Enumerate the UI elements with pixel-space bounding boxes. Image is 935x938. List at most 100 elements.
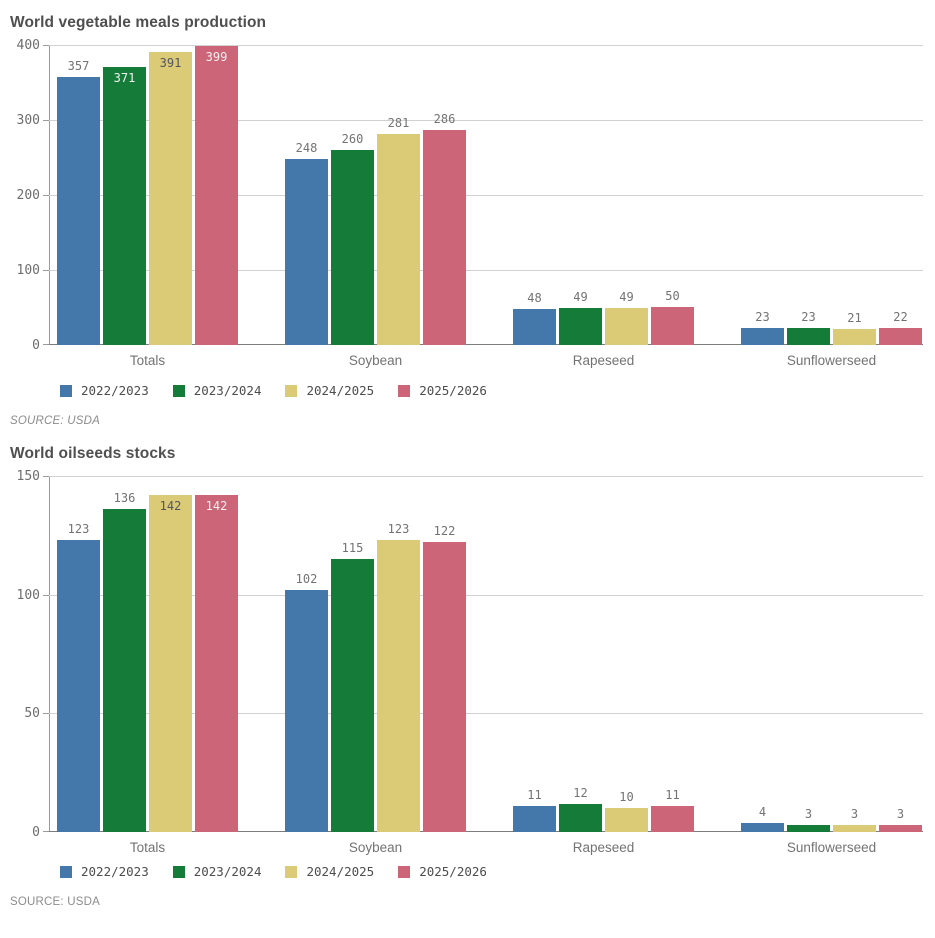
legend-swatch-icon [285, 865, 298, 878]
bar-value-label: 286 [433, 112, 456, 126]
bar-rapeseed-2025-2026[interactable] [651, 806, 694, 832]
bar-value-label: 115 [341, 541, 364, 555]
bar-value-label: 48 [527, 291, 542, 305]
legend-item-2022-2023[interactable]: 2022/2023 [60, 864, 149, 879]
bar-rapeseed-2022-2023[interactable] [513, 309, 556, 345]
bar-value-label: 11 [665, 788, 680, 802]
bar-rapeseed-2024-2025[interactable] [605, 808, 648, 832]
y-tick-label: 150 [16, 469, 40, 484]
category-label-soybean: Soybean [348, 353, 403, 368]
bar-value-label: 102 [295, 572, 318, 586]
bar-sunflowerseed-2025-2026[interactable] [879, 328, 922, 345]
bar-value-label: 10 [619, 790, 634, 804]
chart-title: World vegetable meals production [10, 14, 267, 31]
bar-value-label: 123 [387, 522, 410, 536]
chart-oilseeds-stocks: World oilseeds stocks 0 50 100 150 123 102 11 4… [0, 445, 935, 909]
y-tick-mark [43, 344, 49, 345]
legend: 2022/2023 2023/2024 2024/2025 2025/2026 [0, 383, 935, 398]
bar-value-label: 142 [159, 499, 182, 513]
gridline [49, 476, 923, 477]
bar-totals-2025-2026[interactable] [195, 46, 238, 345]
gridline [49, 195, 923, 196]
y-tick-mark [43, 713, 49, 714]
gridline [49, 713, 923, 714]
y-tick-mark [43, 476, 49, 477]
category-label-soybean: Soybean [348, 840, 403, 855]
bar-value-label: 122 [433, 524, 456, 538]
category-axis: Totals Soybean Rapeseed Sunflowerseed [0, 839, 935, 857]
gridline [49, 270, 923, 271]
bar-soybean-2025-2026[interactable] [423, 542, 466, 832]
legend-item-2023-2024[interactable]: 2023/2024 [172, 864, 262, 879]
bar-sunflowerseed-2022-2023[interactable] [741, 823, 784, 832]
legend-item-2024-2025[interactable]: 2024/2025 [285, 383, 374, 398]
bar-soybean-2023-2024[interactable] [331, 559, 374, 832]
legend-item-2023-2024[interactable]: 2023/2024 [172, 383, 261, 398]
legend-label: 2023/2024 [193, 864, 262, 879]
bar-sunflowerseed-2022-2023[interactable] [741, 328, 784, 345]
bar-sunflowerseed-2025-2026[interactable] [879, 825, 922, 832]
bar-value-label: 3 [804, 807, 813, 821]
category-axis: Totals Soybean Rapeseed Sunflowerseed [0, 352, 935, 370]
bar-sunflowerseed-2023-2024[interactable] [787, 825, 830, 832]
bar-rapeseed-2022-2023[interactable] [513, 806, 556, 832]
bar-value-label: 281 [387, 116, 410, 130]
legend-label: 2022/2023 [81, 864, 149, 879]
bar-soybean-2024-2025[interactable] [377, 134, 420, 345]
bar-totals-2023-2024[interactable] [103, 67, 146, 345]
y-tick-mark [43, 831, 49, 832]
y-tick-label: 0 [32, 825, 40, 840]
category-label-sunflowerseed: Sunflowerseed [786, 840, 877, 855]
y-tick-label: 300 [16, 113, 40, 128]
bar-sunflowerseed-2024-2025[interactable] [833, 329, 876, 345]
bar-totals-2025-2026[interactable] [195, 495, 238, 832]
legend-swatch-icon [285, 384, 298, 397]
y-tick-label: 200 [16, 188, 40, 203]
bar-rapeseed-2023-2024[interactable] [559, 804, 602, 832]
bar-value-label: 4 [758, 805, 767, 819]
legend-item-2024-2025[interactable]: 2024/2025 [285, 864, 374, 879]
bar-value-label: 12 [573, 786, 588, 800]
y-tick-mark [43, 195, 49, 196]
legend-swatch-icon [398, 865, 411, 878]
bar-totals-2024-2025[interactable] [149, 52, 192, 345]
legend-label: 2025/2026 [419, 383, 487, 398]
bar-soybean-2022-2023[interactable] [285, 159, 328, 345]
x-axis-line [49, 831, 923, 832]
gridline [49, 45, 923, 46]
category-label-rapeseed: Rapeseed [572, 353, 635, 368]
bar-rapeseed-2024-2025[interactable] [605, 308, 648, 345]
bar-soybean-2022-2023[interactable] [285, 590, 328, 832]
y-tick-mark [43, 120, 49, 121]
bar-value-label: 23 [755, 310, 770, 324]
bar-value-label: 21 [847, 311, 862, 325]
bar-value-label: 371 [113, 71, 136, 85]
bar-soybean-2025-2026[interactable] [423, 130, 466, 345]
bar-sunflowerseed-2023-2024[interactable] [787, 328, 830, 345]
bar-sunflowerseed-2024-2025[interactable] [833, 825, 876, 832]
category-label-totals: Totals [129, 353, 166, 368]
legend-item-2025-2026[interactable]: 2025/2026 [398, 383, 487, 398]
bar-value-label: 22 [893, 310, 908, 324]
bar-totals-2024-2025[interactable] [149, 495, 192, 832]
bar-soybean-2024-2025[interactable] [377, 540, 420, 832]
legend-swatch-icon [60, 384, 72, 397]
bar-totals-2023-2024[interactable] [103, 509, 146, 832]
bar-value-label: 50 [665, 289, 680, 303]
bar-rapeseed-2023-2024[interactable] [559, 308, 602, 345]
y-tick-label: 50 [24, 706, 40, 721]
bar-value-label: 3 [896, 807, 905, 821]
bar-rapeseed-2025-2026[interactable] [651, 307, 694, 345]
legend-label: 2025/2026 [419, 864, 487, 879]
category-label-rapeseed: Rapeseed [572, 840, 635, 855]
bar-totals-2022-2023[interactable] [57, 540, 100, 832]
legend-item-2025-2026[interactable]: 2025/2026 [398, 864, 487, 879]
chart-vegetable-meals-production: World vegetable meals production 0 100 200… [0, 14, 935, 428]
bar-value-label: 136 [113, 491, 136, 505]
legend-item-2022-2023[interactable]: 2022/2023 [60, 383, 149, 398]
bar-totals-2022-2023[interactable] [57, 77, 100, 345]
y-tick-label: 100 [16, 588, 40, 603]
bar-value-label: 3 [850, 807, 859, 821]
bar-value-label: 123 [67, 522, 90, 536]
bar-soybean-2023-2024[interactable] [331, 150, 374, 345]
